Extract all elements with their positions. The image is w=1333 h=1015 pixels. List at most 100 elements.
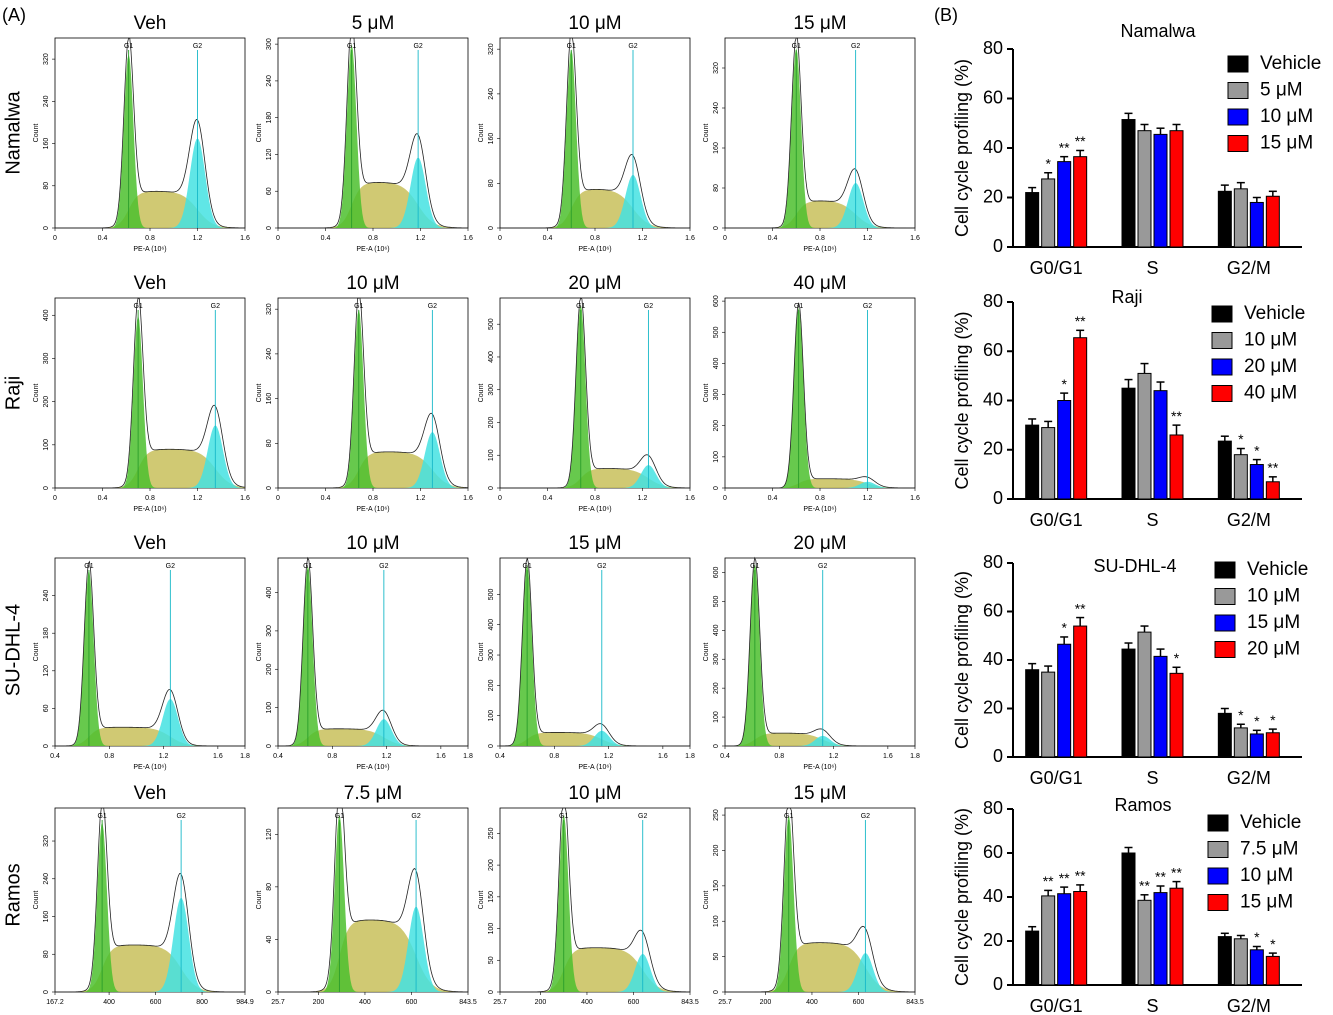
y-tick-label: 0 <box>488 744 495 748</box>
gate-label: G1 <box>576 303 585 310</box>
y-tick-label: 80 <box>43 182 50 190</box>
legend-label: 10 μM <box>1240 865 1293 886</box>
x-tick-label: 1.6 <box>910 235 920 242</box>
x-tick-label: G0/G1 <box>1030 768 1083 788</box>
x-tick-label: 1.6 <box>436 753 446 760</box>
x-tick-label: 0.4 <box>273 753 283 760</box>
chart-title: SU-DHL-4 <box>1093 556 1176 576</box>
histogram-outline <box>54 807 246 993</box>
legend-swatch <box>1207 867 1229 885</box>
y-tick-label: 160 <box>488 133 495 145</box>
bar <box>1265 481 1280 500</box>
g1-peak <box>725 307 915 488</box>
y-tick-label: 500 <box>488 588 495 600</box>
y-tick-label: 80 <box>983 552 1003 572</box>
y-axis-label: Count <box>33 124 40 143</box>
x-tick-label: 600 <box>150 999 162 1006</box>
y-axis-label: Count <box>478 384 485 403</box>
bar <box>1169 434 1184 500</box>
x-tick-label: 400 <box>359 999 371 1006</box>
y-tick-label: 300 <box>266 38 273 50</box>
significance: ** <box>1075 133 1086 149</box>
y-tick-label: 0 <box>43 486 50 490</box>
y-axis-label: Cell cycle profiling (%) <box>952 59 972 237</box>
g1-peak <box>278 565 468 746</box>
x-tick-label: 25.7 <box>493 999 507 1006</box>
panel-title: Veh <box>134 273 167 294</box>
x-axis-label: PE-A (10⁶) <box>803 506 836 513</box>
x-axis-label: PE-A (10⁶) <box>578 506 611 513</box>
g2-peak <box>278 157 468 228</box>
y-tick-label: 300 <box>713 389 720 401</box>
panel-title: 10 μM <box>568 783 621 804</box>
y-tick-label: 300 <box>488 649 495 661</box>
x-tick-label: 1.2 <box>159 753 169 760</box>
bar <box>1265 195 1280 248</box>
gate-label: G2 <box>628 43 637 50</box>
significance: * <box>1238 431 1244 447</box>
y-tick-label: 0 <box>266 990 273 994</box>
bar <box>1217 440 1232 500</box>
histogram-outline <box>724 556 915 747</box>
gate-label: G1 <box>522 563 531 570</box>
x-axis-label: PE-A (10⁶) <box>803 246 836 253</box>
panel-title: 10 μM <box>346 273 399 294</box>
s-phase-area <box>725 942 915 992</box>
x-tick-label: 600 <box>853 999 865 1006</box>
gate-label: G1 <box>124 43 133 50</box>
legend-label: 10 μM <box>1260 106 1313 127</box>
legend-swatch <box>1207 841 1229 858</box>
y-axis-label: Count <box>478 124 485 143</box>
y-tick-label: 60 <box>983 340 1003 360</box>
y-tick-label: 250 <box>713 809 720 821</box>
y-axis-label: Count <box>256 124 263 143</box>
significance: * <box>1254 929 1260 945</box>
x-tick-label: 200 <box>535 999 547 1006</box>
panel-title: 7.5 μM <box>344 783 402 804</box>
y-tick-label: 40 <box>983 389 1003 409</box>
y-tick-label: 0 <box>993 746 1003 766</box>
x-tick-label: 200 <box>313 999 325 1006</box>
x-tick-label: 1.6 <box>213 753 223 760</box>
y-tick-label: 0 <box>713 486 720 490</box>
x-tick-label: 843.5 <box>459 999 477 1006</box>
significance: * <box>1174 650 1180 666</box>
bar <box>1169 130 1184 248</box>
bar <box>1217 712 1232 758</box>
g1-peak <box>725 563 915 746</box>
x-tick-label: 0.4 <box>495 753 505 760</box>
y-tick-label: 200 <box>43 396 50 408</box>
y-tick-label: 160 <box>266 393 273 405</box>
bar <box>1265 732 1280 758</box>
bar <box>1025 669 1040 758</box>
y-tick-label: 40 <box>983 649 1003 669</box>
bar <box>1137 130 1152 248</box>
legend-label: 10 μM <box>1244 330 1297 351</box>
y-tick-label: 20 <box>983 439 1003 459</box>
x-tick-label: 25.7 <box>718 999 732 1006</box>
histogram-outline <box>278 37 469 229</box>
x-axis-label: PE-A (10⁶) <box>133 246 166 253</box>
histogram-outline <box>278 807 469 993</box>
x-tick-label: 0.4 <box>321 235 331 242</box>
y-tick-label: 60 <box>43 704 50 712</box>
x-tick-label: S <box>1146 510 1158 530</box>
x-tick-label: 1.6 <box>240 235 250 242</box>
y-tick-label: 300 <box>488 384 495 396</box>
histogram-outline <box>277 556 468 747</box>
bar <box>1249 949 1264 986</box>
s-phase-area <box>55 449 245 488</box>
bar <box>1025 930 1040 986</box>
legend-label: Vehicle <box>1247 559 1308 580</box>
y-tick-label: 0 <box>43 226 50 230</box>
legend-label: 10 μM <box>1247 586 1300 607</box>
significance: ** <box>1059 870 1070 886</box>
x-axis-label: PE-A (10⁶) <box>356 506 389 513</box>
panel-title: Veh <box>134 533 167 554</box>
legend-swatch <box>1207 894 1229 911</box>
legend-swatch <box>1214 561 1236 579</box>
gate-label: G2 <box>861 813 870 820</box>
histogram-outline <box>500 807 691 993</box>
gate-label: G2 <box>193 43 202 50</box>
bar <box>1233 938 1248 986</box>
